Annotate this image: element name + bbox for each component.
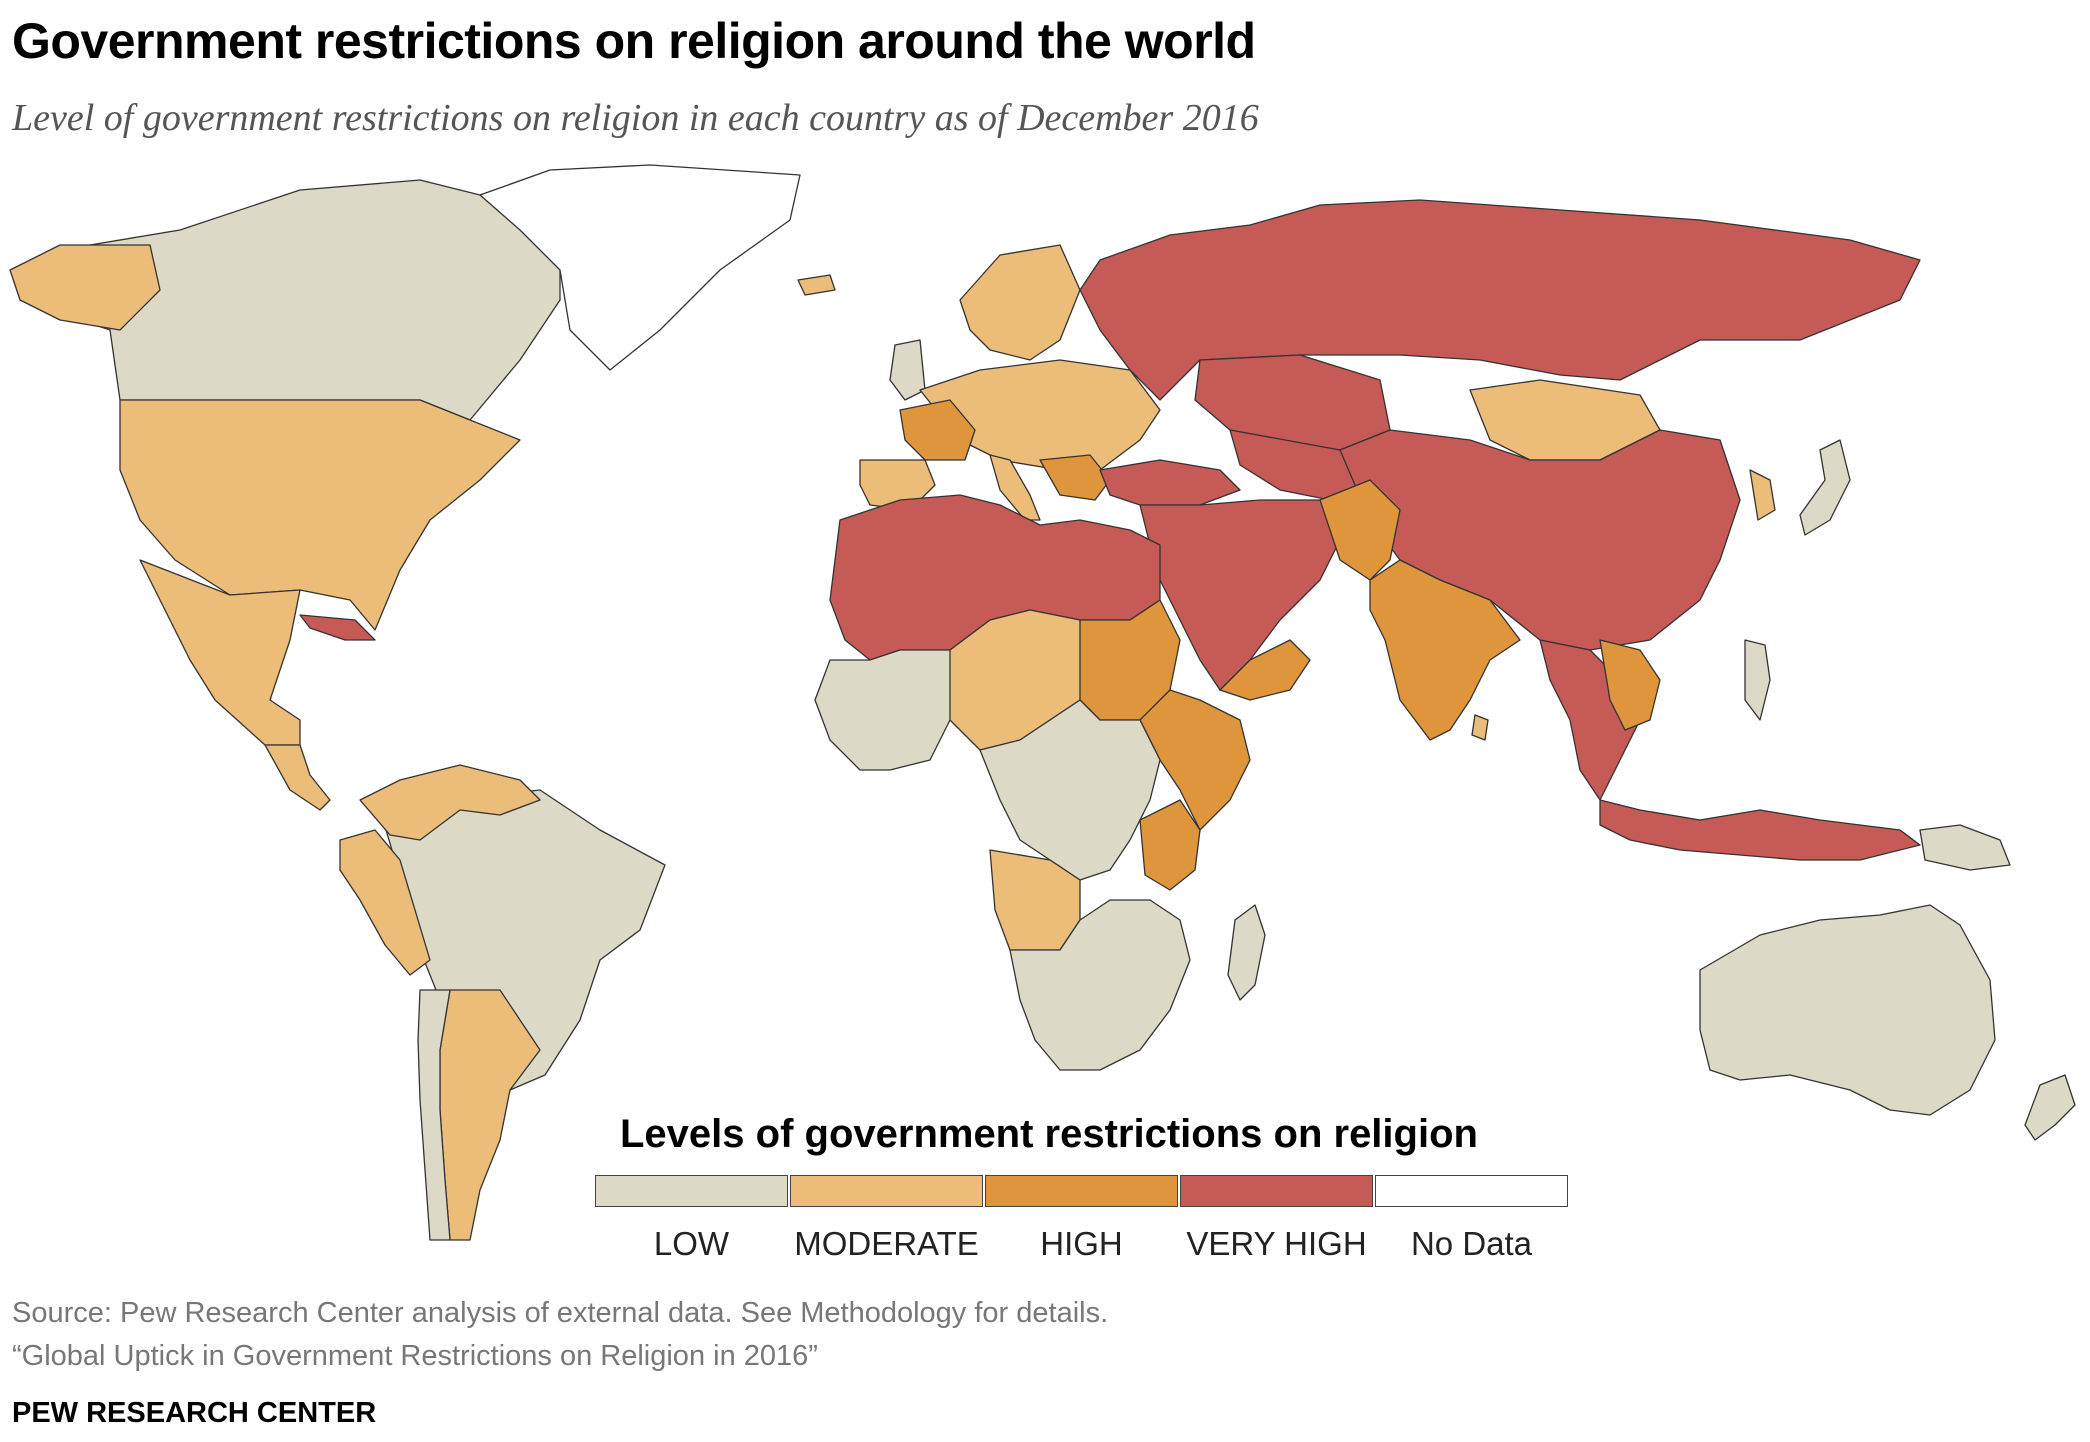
legend-swatch-no-data: [1375, 1175, 1568, 1207]
source-note: Source: Pew Research Center analysis of …: [12, 1292, 1108, 1378]
region-venezuela-colombia: [359, 764, 541, 841]
region-chile: [417, 989, 451, 1241]
legend-label-very-high: VERY HIGH: [1186, 1225, 1367, 1262]
region-united-states: [119, 399, 521, 631]
region-indonesia: [1599, 799, 1921, 861]
region-iceland: [797, 274, 836, 296]
chart-title: Government restrictions on religion arou…: [12, 13, 1256, 69]
region-west-africa-low: [814, 649, 961, 771]
region-papua: [1919, 824, 2011, 871]
region-italy: [989, 454, 1041, 521]
region-scandinavia: [959, 244, 1081, 361]
region-central-america: [264, 744, 331, 811]
region-tanzania: [1139, 799, 1201, 891]
region-philippines: [1744, 639, 1771, 721]
region-japan: [1799, 439, 1851, 536]
region-afghanistan-pakistan: [1319, 479, 1401, 581]
region-sri-lanka: [1471, 714, 1489, 741]
region-greenland: [479, 164, 801, 371]
region-uk: [889, 339, 926, 401]
region-central-africa: [979, 699, 1161, 881]
region-europe-moderate: [919, 359, 1161, 471]
region-middle-east: [1139, 499, 1341, 691]
region-korea-japan: [1749, 469, 1776, 521]
legend-label-low: LOW: [653, 1225, 730, 1262]
source-line-1: Source: Pew Research Center analysis of …: [12, 1297, 1109, 1329]
region-horn-of-africa: [1139, 689, 1251, 831]
region-thailand: [1599, 639, 1661, 731]
region-cuba: [299, 614, 376, 641]
region-france: [899, 399, 976, 461]
brand-label: PEW RESEARCH CENTER: [12, 1397, 377, 1429]
chart-subtitle: Level of government restrictions on reli…: [12, 97, 1259, 139]
legend-swatch-moderate: [790, 1175, 983, 1207]
legend-swatch-very-high: [1180, 1175, 1373, 1207]
legend-swatch-low: [595, 1175, 788, 1207]
region-turkey-caucasus: [1099, 459, 1241, 506]
legend-swatch-high: [985, 1175, 1178, 1207]
region-yemen-oman: [1219, 639, 1311, 701]
region-peru: [339, 829, 431, 976]
region-mexico: [139, 559, 301, 746]
world-map: [9, 164, 2076, 1241]
region-kazakhstan: [1194, 354, 1391, 451]
region-india: [1369, 559, 1521, 741]
source-line-2: “Global Uptick in Government Restriction…: [12, 1340, 818, 1372]
region-australia: [1699, 904, 1996, 1116]
region-argentina: [439, 989, 541, 1241]
legend-label-high: HIGH: [1040, 1225, 1123, 1262]
region-new-zealand: [2024, 1074, 2076, 1141]
legend-label-moderate: MODERATE: [794, 1225, 979, 1262]
legend-title: Levels of government restrictions on rel…: [620, 1112, 1478, 1156]
region-southern-africa: [1009, 899, 1191, 1071]
region-madagascar: [1227, 904, 1266, 1001]
region-alaska: [9, 244, 161, 331]
legend-label-no-data: No Data: [1410, 1225, 1533, 1262]
region-balkans: [1039, 454, 1111, 501]
